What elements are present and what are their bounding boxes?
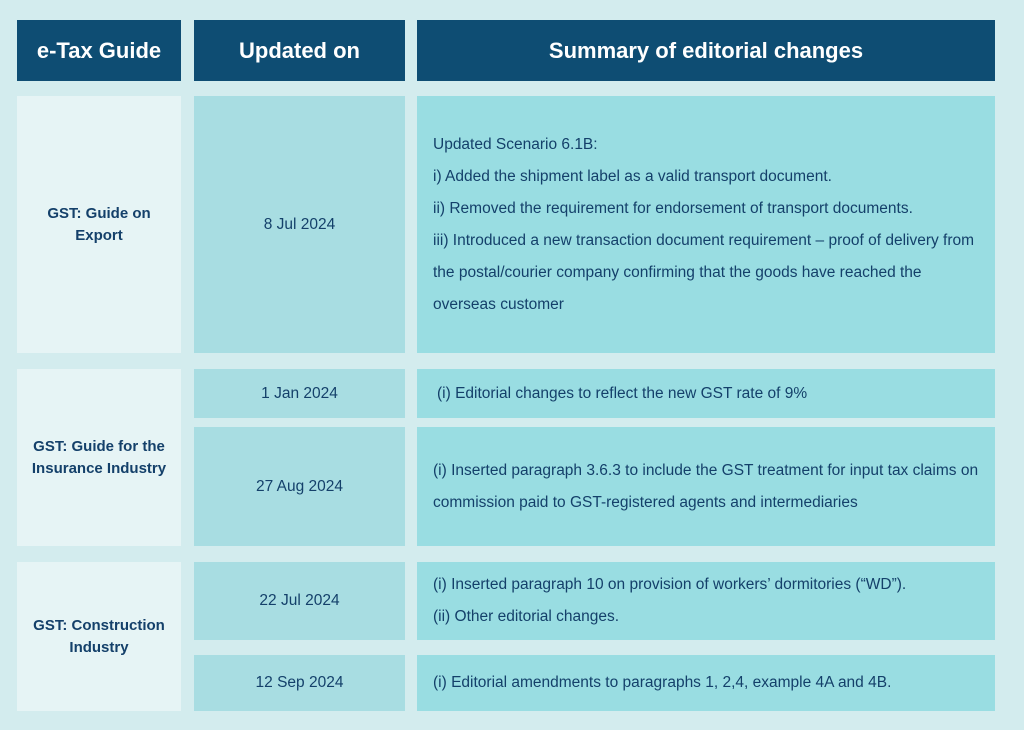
summary-line: iii) Introduced a new transaction docume… — [433, 231, 975, 313]
summary-line: (i) Editorial changes to reflect the new… — [437, 384, 808, 402]
summary-line: (i) Inserted paragraph 10 on provision o… — [433, 576, 907, 593]
summary-line: (ii) Other editorial changes. — [433, 608, 620, 625]
summary-cell: (i) Inserted paragraph 3.6.3 to include … — [417, 427, 995, 546]
update-date: 12 Sep 2024 — [194, 655, 405, 711]
summary-line: (i) Editorial amendments to paragraphs 1… — [433, 674, 892, 691]
summary-cell: Updated Scenario 6.1B: i) Added the ship… — [417, 96, 995, 353]
header-guide: e-Tax Guide — [17, 20, 181, 81]
summary-cell: (i) Editorial amendments to paragraphs 1… — [417, 655, 995, 711]
summary-cell: (i) Editorial changes to reflect the new… — [417, 369, 995, 418]
header-updated-on: Updated on — [194, 20, 405, 81]
header-summary: Summary of editorial changes — [417, 20, 995, 81]
update-date: 8 Jul 2024 — [194, 96, 405, 353]
update-date: 1 Jan 2024 — [194, 369, 405, 418]
summary-line: i) Added the shipment label as a valid t… — [433, 167, 832, 185]
guide-name: GST: Construction Industry — [17, 562, 181, 711]
update-date: 22 Jul 2024 — [194, 562, 405, 640]
summary-cell: (i) Inserted paragraph 10 on provision o… — [417, 562, 995, 640]
guide-name: GST: Guide on Export — [17, 96, 181, 353]
summary-line: Updated Scenario 6.1B: — [433, 135, 598, 153]
update-date: 27 Aug 2024 — [194, 427, 405, 546]
summary-line: ii) Removed the requirement for endorsem… — [433, 199, 913, 217]
guide-name: GST: Guide for the Insurance Industry — [17, 369, 181, 546]
summary-line: (i) Inserted paragraph 3.6.3 to include … — [433, 461, 979, 511]
